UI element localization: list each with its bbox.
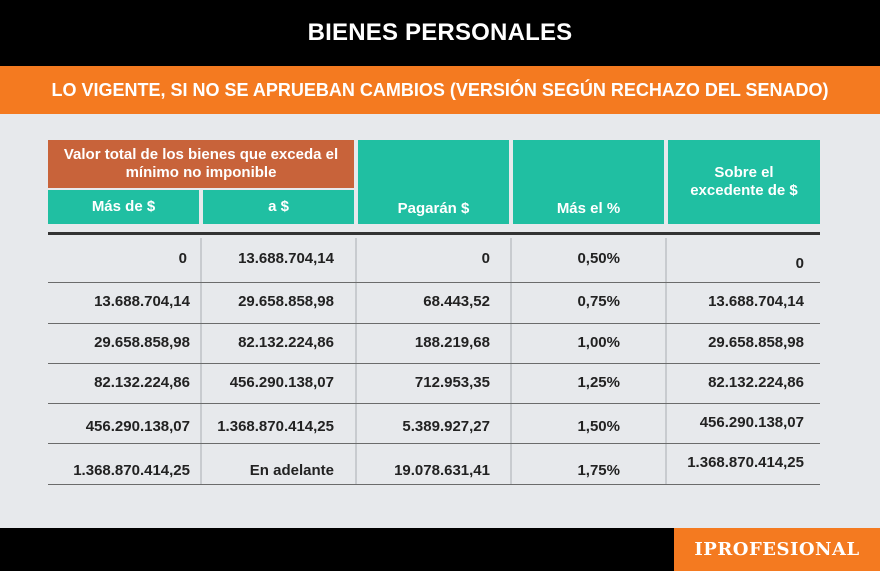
header-sobre-excedente: Sobre el excedente de $ [668, 140, 820, 224]
cell-mas-de: 0 [178, 250, 187, 267]
cell-a: 13.688.704,14 [238, 250, 334, 267]
page-title: BIENES PERSONALES [0, 0, 880, 66]
cell-sobre: 29.658.858,98 [708, 334, 804, 351]
header-group-label: Valor total de los bienes que exceda el … [48, 140, 354, 188]
header-mas-de: Más de $ [48, 190, 199, 224]
cell-pagaran: 5.389.927,27 [402, 418, 490, 435]
cell-a: 29.658.858,98 [238, 293, 334, 310]
cell-sobre: 1.368.870.414,25 [687, 454, 804, 471]
row-divider [48, 443, 820, 444]
header-a: a $ [203, 190, 354, 224]
cell-porcentaje: 0,75% [577, 293, 620, 310]
cell-mas-de: 29.658.858,98 [94, 334, 190, 351]
column-divider [665, 238, 667, 484]
iprofesional-logo: IPROFESIONAL [674, 528, 880, 571]
column-divider [355, 238, 357, 484]
cell-porcentaje: 1,50% [577, 418, 620, 435]
cell-mas-de: 82.132.224,86 [94, 374, 190, 391]
cell-pagaran: 712.953,35 [414, 374, 490, 391]
row-divider [48, 363, 820, 364]
row-divider [48, 282, 820, 283]
header-pagaran: Pagarán $ [358, 140, 509, 224]
column-divider [510, 238, 512, 484]
cell-porcentaje: 1,75% [577, 462, 620, 479]
cell-sobre: 456.290.138,07 [699, 414, 804, 431]
cell-a: 1.368.870.414,25 [217, 418, 334, 435]
cell-mas-de: 456.290.138,07 [85, 418, 190, 435]
cell-a: 456.290.138,07 [229, 374, 334, 391]
cell-porcentaje: 1,00% [577, 334, 620, 351]
cell-sobre: 0 [795, 255, 804, 272]
cell-pagaran: 0 [481, 250, 490, 267]
cell-sobre: 13.688.704,14 [708, 293, 804, 310]
row-divider [48, 323, 820, 324]
cell-porcentaje: 1,25% [577, 374, 620, 391]
row-divider [48, 484, 820, 485]
cell-a: En adelante [249, 462, 334, 479]
header-mas-el-porcentaje: Más el % [513, 140, 664, 224]
cell-mas-de: 13.688.704,14 [94, 293, 190, 310]
row-divider [48, 403, 820, 404]
cell-porcentaje: 0,50% [577, 250, 620, 267]
cell-pagaran: 188.219,68 [414, 334, 490, 351]
column-divider [200, 238, 202, 484]
cell-sobre: 82.132.224,86 [708, 374, 804, 391]
table-top-rule [48, 232, 820, 235]
cell-mas-de: 1.368.870.414,25 [73, 462, 190, 479]
cell-pagaran: 19.078.631,41 [394, 462, 490, 479]
page-subtitle: LO VIGENTE, SI NO SE APRUEBAN CAMBIOS (V… [0, 66, 880, 114]
cell-a: 82.132.224,86 [238, 334, 334, 351]
cell-pagaran: 68.443,52 [423, 293, 490, 310]
